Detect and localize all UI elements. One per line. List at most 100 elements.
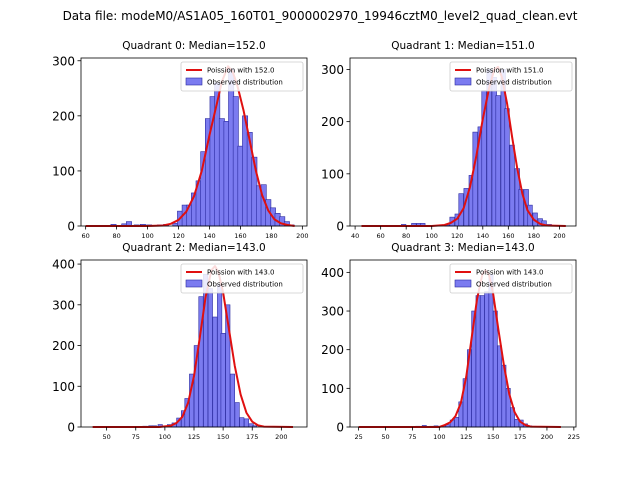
y-tick-label: 200 xyxy=(321,115,344,129)
x-tick-label: 200 xyxy=(541,433,553,441)
histogram-bar xyxy=(488,273,494,428)
x-tick-label: 125 xyxy=(460,433,472,441)
axes-frame xyxy=(349,57,577,227)
y-tick-label: 300 xyxy=(321,63,344,77)
legend-curve-label: Poission with 143.0 xyxy=(207,269,275,277)
y-tick-label: 300 xyxy=(52,298,75,312)
histogram-bar xyxy=(243,418,249,428)
legend-bars-label: Observed distribution xyxy=(476,281,552,289)
x-tick-label: 140 xyxy=(203,232,215,240)
legend-bars-swatch xyxy=(454,77,472,86)
x-tick-label: 225 xyxy=(568,433,580,441)
histogram-bar xyxy=(239,417,245,428)
legend-curve-label: Poission with 151.0 xyxy=(476,67,544,75)
quadrant-panel-2: Quadrant 2: Median=143.0 50 75 100 125 150 175… xyxy=(52,242,308,441)
histogram-bar xyxy=(454,417,459,428)
quadrant-panel-1: Quadrant 1: Median=151.0 40 60 80 100 120 140 1… xyxy=(321,40,577,240)
legend-bars-label: Observed distribution xyxy=(207,281,283,289)
x-tick-label: 125 xyxy=(188,433,200,441)
legend: Poission with 151.0 Observed distribution xyxy=(449,61,573,92)
legend-frame xyxy=(180,263,304,294)
histogram-bar xyxy=(475,295,481,428)
legend-bars-label: Observed distribution xyxy=(476,79,552,87)
legend-bars-label: Observed distribution xyxy=(207,79,283,87)
x-tick-label: 160 xyxy=(234,232,246,240)
y-tick-label: 0 xyxy=(336,421,344,435)
histogram-bar xyxy=(495,95,501,227)
x-tick-label: 150 xyxy=(487,433,499,441)
x-tick-label: 80 xyxy=(112,232,120,240)
x-tick-label: 200 xyxy=(553,232,565,240)
legend-frame xyxy=(449,61,573,92)
x-tick-label: 100 xyxy=(159,433,171,441)
y-tick-label: 400 xyxy=(52,258,75,272)
y-tick-label: 300 xyxy=(321,305,344,319)
legend-bars-swatch xyxy=(185,77,203,86)
y-tick-label: 200 xyxy=(52,339,75,353)
histogram-bar xyxy=(212,316,218,428)
histogram-bar xyxy=(497,345,502,428)
y-tick-label: 0 xyxy=(67,220,75,234)
y-tick-label: 100 xyxy=(321,382,344,396)
legend-bars-swatch xyxy=(185,279,203,288)
panel-title: Quadrant 1: Median=151.0 xyxy=(391,40,534,52)
histogram-bar xyxy=(472,131,478,227)
quadrant-panel-3: Quadrant 3: Median=143.0 25 50 75 100 125 150 1… xyxy=(321,242,580,441)
histogram-bar xyxy=(509,144,515,227)
panel-title: Quadrant 3: Median=143.0 xyxy=(391,242,534,254)
legend-curve-label: Poission with 152.0 xyxy=(207,67,275,75)
y-tick-label: 100 xyxy=(52,164,75,178)
x-tick-label: 40 xyxy=(351,232,359,240)
x-tick-label: 25 xyxy=(354,433,362,441)
histogram-bar xyxy=(220,333,226,428)
x-tick-label: 75 xyxy=(132,433,140,441)
legend-curve-label: Poission with 143.0 xyxy=(476,269,544,277)
x-tick-label: 60 xyxy=(82,232,90,240)
x-tick-label: 120 xyxy=(451,232,463,240)
x-tick-label: 175 xyxy=(514,433,526,441)
x-tick-label: 50 xyxy=(381,433,389,441)
histogram-bar xyxy=(484,291,490,428)
histogram-bar xyxy=(492,310,498,428)
x-tick-label: 200 xyxy=(275,433,287,441)
y-tick-label: 200 xyxy=(52,109,75,123)
x-tick-label: 140 xyxy=(477,232,489,240)
y-tick-label: 0 xyxy=(67,421,75,435)
histogram-bar xyxy=(207,288,213,428)
y-tick-label: 0 xyxy=(336,220,344,234)
axes-frame xyxy=(349,259,577,428)
legend-bars-swatch xyxy=(454,279,472,288)
x-tick-label: 200 xyxy=(296,232,308,240)
y-tick-label: 100 xyxy=(321,167,344,181)
x-tick-label: 180 xyxy=(528,232,540,240)
x-tick-label: 120 xyxy=(172,232,184,240)
histogram-bar xyxy=(479,295,485,428)
x-tick-label: 100 xyxy=(433,433,445,441)
x-tick-label: 60 xyxy=(377,232,385,240)
panel-title: Quadrant 0: Median=152.0 xyxy=(122,40,265,52)
legend: Poission with 143.0 Observed distribution xyxy=(180,263,304,294)
x-tick-label: 175 xyxy=(246,433,258,441)
y-tick-label: 300 xyxy=(52,54,75,68)
legend-frame xyxy=(449,263,573,294)
x-tick-label: 100 xyxy=(141,232,153,240)
histogram-bar xyxy=(504,108,510,227)
x-tick-label: 50 xyxy=(102,433,110,441)
x-tick-label: 75 xyxy=(408,433,416,441)
y-tick-label: 200 xyxy=(321,343,344,357)
panel-title: Quadrant 2: Median=143.0 xyxy=(122,242,265,254)
y-tick-label: 400 xyxy=(321,266,344,280)
figure-suptitle: Data file: modeM0/AS1A05_160T01_90000029… xyxy=(63,9,578,23)
legend: Poission with 152.0 Observed distribution xyxy=(180,61,304,92)
axes-frame xyxy=(80,57,308,227)
x-tick-label: 150 xyxy=(217,433,229,441)
quadrant-panel-0: Quadrant 0: Median=152.0 60 80 100 120 140 160… xyxy=(52,40,308,240)
x-tick-label: 100 xyxy=(426,232,438,240)
x-tick-label: 160 xyxy=(502,232,514,240)
y-tick-label: 100 xyxy=(52,380,75,394)
x-tick-label: 80 xyxy=(402,232,410,240)
histogram-bar xyxy=(229,373,235,428)
x-tick-label: 180 xyxy=(265,232,277,240)
legend: Poission with 143.0 Observed distribution xyxy=(449,263,573,294)
